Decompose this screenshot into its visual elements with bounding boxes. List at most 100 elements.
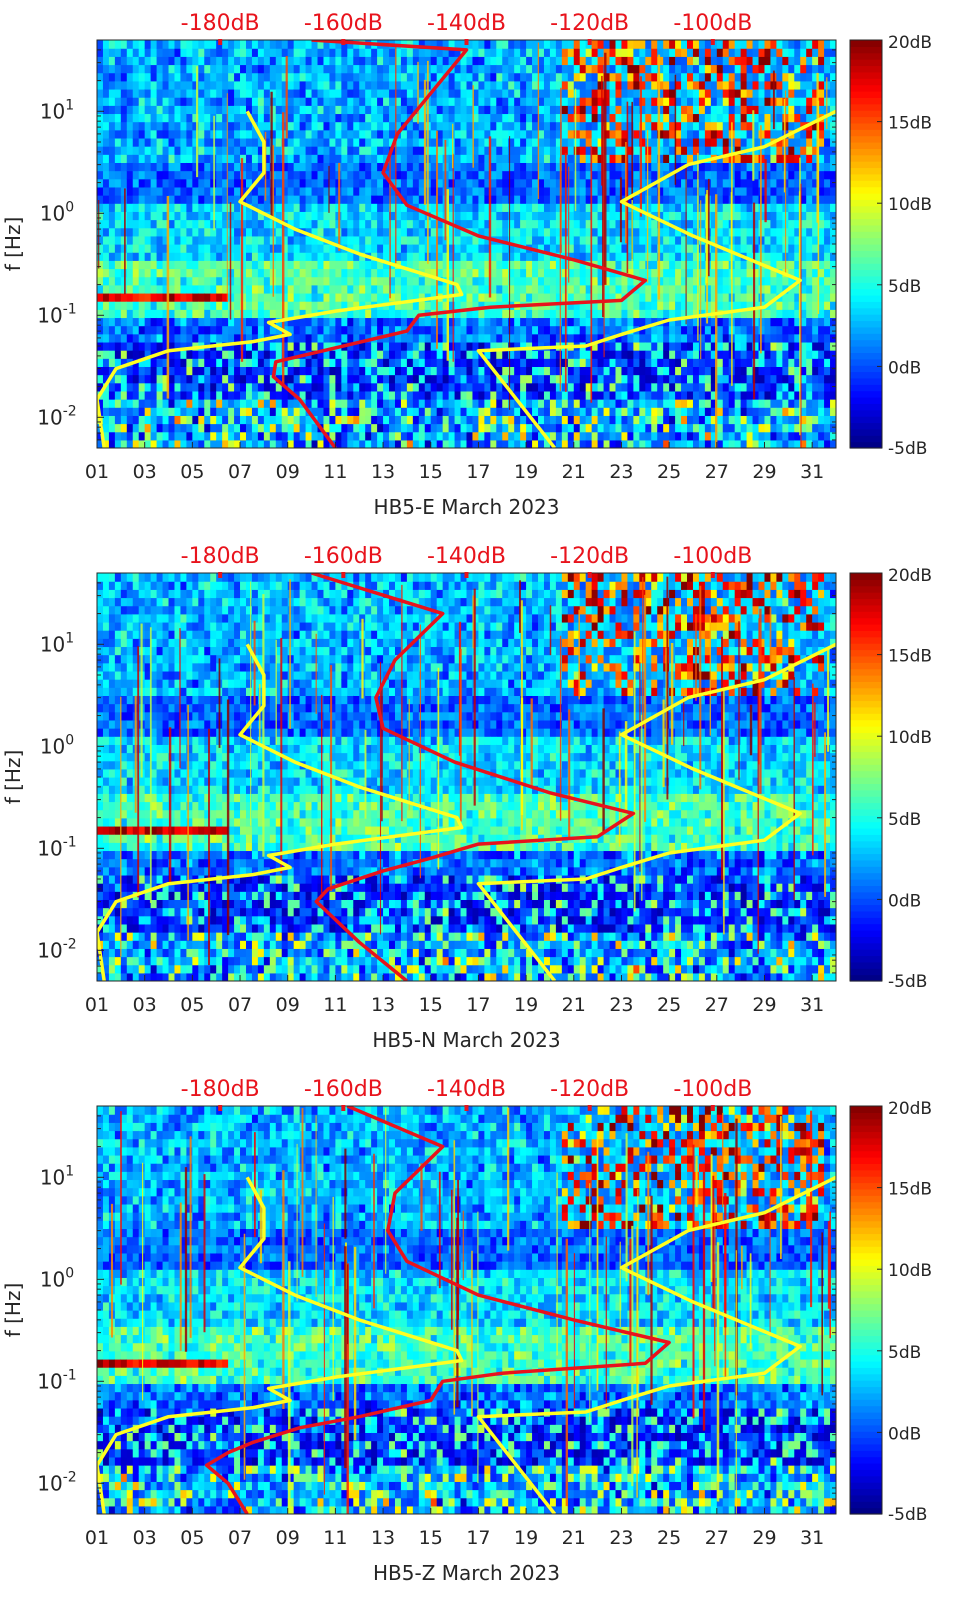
x-tick-label: 07 [228, 1527, 252, 1549]
x-tick-label: 03 [133, 994, 157, 1016]
top-db-tick-label: -160dB [304, 11, 383, 36]
y-tick-label: 10-2 [37, 403, 76, 429]
panel-hb5-n: 01 03 05 07 09 11 13 15 17 19 21 23 25 27 29 31 HB5-N Ma… [0, 533, 962, 1066]
x-axis-label: HB5-Z March 2023 [373, 1561, 560, 1585]
colorbar-tick-label: 20dB [888, 566, 932, 586]
colorbar-tick-label: 0dB [888, 1424, 921, 1444]
x-tick-label: 25 [657, 994, 681, 1016]
top-db-tick-label: -140dB [427, 1077, 506, 1102]
x-tick-label: 17 [466, 1527, 490, 1549]
y-tick-label: 10-2 [37, 1469, 76, 1495]
median-psd-line [271, 40, 648, 448]
x-tick-label: 15 [419, 461, 443, 483]
top-db-tick-label: -160dB [304, 1077, 383, 1102]
colorbar-tick-label: 15dB [888, 1180, 932, 1200]
x-tick-label: 23 [609, 994, 633, 1016]
x-tick-label: 07 [228, 994, 252, 1016]
colorbar-tick-label: -5dB [888, 439, 927, 459]
colorbar-tick-label: 0dB [888, 358, 921, 378]
colorbar-tick-label: 0dB [888, 891, 921, 911]
x-tick-label: 27 [705, 1527, 729, 1549]
x-tick-label: 21 [562, 1527, 586, 1549]
top-db-tick-mark [341, 1105, 346, 1111]
x-tick-label: 19 [514, 1527, 538, 1549]
x-tick-label: 21 [562, 461, 586, 483]
top-db-tick-mark [710, 572, 715, 578]
x-tick-label: 29 [752, 461, 776, 483]
top-db-tick-mark [218, 572, 223, 578]
spectrogram-heatmap [97, 1106, 836, 1514]
top-db-tick-mark [341, 572, 346, 578]
noise-model-high-line [476, 109, 836, 448]
y-tick-label: 101 [40, 97, 74, 123]
noise-model-high-line [476, 1175, 836, 1514]
y-axis-label: f [Hz] [1, 217, 25, 272]
top-db-tick-label: -140dB [427, 11, 506, 36]
noise-model-low-line [97, 1176, 464, 1514]
x-tick-label: 17 [466, 461, 490, 483]
colorbar-tick-label: 15dB [888, 647, 932, 667]
x-tick-label: 31 [800, 994, 824, 1016]
y-tick-label: 10-2 [37, 936, 76, 962]
x-tick-label: 31 [800, 461, 824, 483]
x-tick-label: 09 [276, 1527, 300, 1549]
x-tick-label: 15 [419, 994, 443, 1016]
top-db-tick-mark [464, 572, 469, 578]
y-axis-label: f [Hz] [1, 750, 25, 805]
median-psd-line [204, 1106, 671, 1514]
x-tick-label: 13 [371, 461, 395, 483]
colorbar-tick-label: 15dB [888, 114, 932, 134]
noise-model-low-line [97, 110, 464, 448]
y-tick-label: 100 [40, 732, 74, 758]
colorbar [849, 572, 883, 982]
x-tick-label: 03 [133, 461, 157, 483]
median-psd-line [310, 573, 636, 981]
panel-hb5-z: 01 03 05 07 09 11 13 15 17 19 21 23 25 27 29 31 HB5-Z Ma… [0, 1066, 962, 1599]
top-db-tick-label: -120dB [550, 11, 629, 36]
x-tick-label: 21 [562, 994, 586, 1016]
noise-model-low-line [97, 643, 464, 981]
top-db-tick-mark [587, 572, 592, 578]
y-tick-label: 100 [40, 1265, 74, 1291]
x-tick-label: 27 [705, 994, 729, 1016]
spectrogram-svg: 01 03 05 07 09 11 13 15 17 19 21 23 25 27 29 31 HB5-Z Ma… [1, 1077, 932, 1585]
x-tick-label: 31 [800, 1527, 824, 1549]
top-db-tick-label: -180dB [181, 544, 260, 569]
x-tick-label: 23 [609, 1527, 633, 1549]
x-tick-label: 05 [180, 1527, 204, 1549]
spectrogram-svg: 01 03 05 07 09 11 13 15 17 19 21 23 25 27 29 31 HB5-N Ma… [1, 544, 932, 1052]
x-axis-label: HB5-E March 2023 [374, 495, 560, 519]
top-db-tick-mark [218, 39, 223, 45]
top-db-tick-mark [710, 1105, 715, 1111]
x-tick-label: 13 [371, 994, 395, 1016]
x-tick-label: 09 [276, 461, 300, 483]
x-axis-label: HB5-N March 2023 [372, 1028, 560, 1052]
top-db-tick-label: -120dB [550, 1077, 629, 1102]
x-tick-label: 23 [609, 461, 633, 483]
spectrogram-svg: 01 03 05 07 09 11 13 15 17 19 21 23 25 27 29 31 HB5-E Ma… [1, 11, 932, 519]
top-db-tick-label: -100dB [673, 1077, 752, 1102]
top-db-tick-label: -160dB [304, 544, 383, 569]
colorbar-tick-label: 5dB [888, 277, 921, 297]
top-db-tick-label: -120dB [550, 544, 629, 569]
x-tick-label: 19 [514, 994, 538, 1016]
top-db-tick-mark [587, 1105, 592, 1111]
colorbar-tick-label: 5dB [888, 1343, 921, 1363]
top-db-tick-label: -100dB [673, 544, 752, 569]
y-tick-label: 10-1 [37, 834, 76, 860]
colorbar-tick-label: 10dB [888, 195, 932, 215]
x-tick-label: 09 [276, 994, 300, 1016]
x-tick-label: 29 [752, 994, 776, 1016]
x-tick-label: 03 [133, 1527, 157, 1549]
top-db-tick-label: -140dB [427, 544, 506, 569]
x-tick-label: 11 [323, 994, 347, 1016]
colorbar [849, 39, 883, 449]
top-db-tick-mark [587, 39, 592, 45]
y-axis-label: f [Hz] [1, 1283, 25, 1338]
x-tick-label: 07 [228, 461, 252, 483]
top-db-tick-mark [464, 1105, 469, 1111]
x-tick-label: 11 [323, 461, 347, 483]
colorbar-tick-label: -5dB [888, 1505, 927, 1525]
x-tick-label: 01 [85, 994, 109, 1016]
noise-model-high-line [476, 642, 836, 981]
